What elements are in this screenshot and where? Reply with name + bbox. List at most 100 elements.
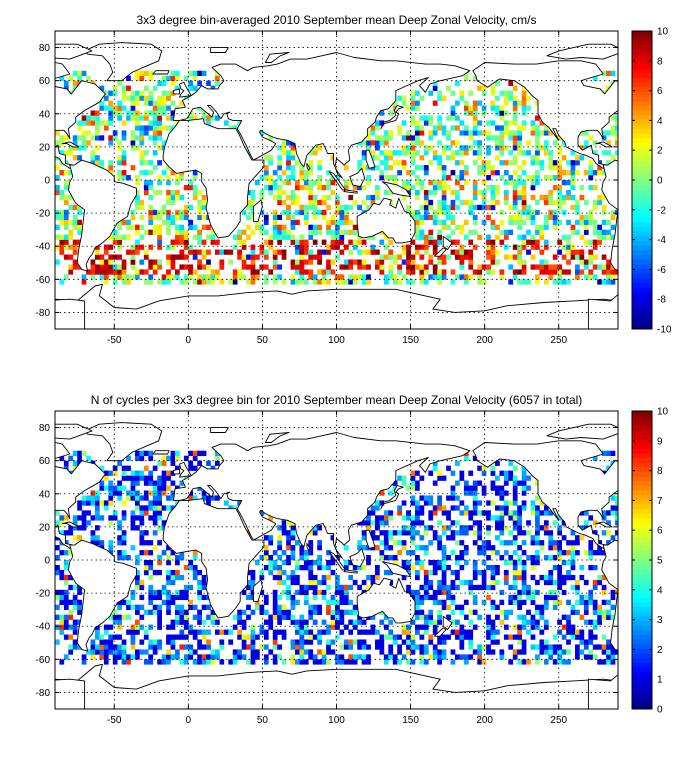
- bin-cell: [503, 254, 509, 260]
- bin-cell: [450, 189, 456, 196]
- bin-cell: [432, 649, 438, 655]
- bin-cell: [268, 189, 274, 196]
- colorbar-swatch: [632, 235, 652, 241]
- bin-cell: [312, 619, 318, 625]
- bin-cell: [415, 209, 420, 216]
- bin-cell: [166, 125, 171, 131]
- colorbar-swatch: [632, 273, 652, 279]
- bin-cell: [588, 589, 594, 596]
- bin-cell: [157, 540, 162, 546]
- bin-cell: [135, 135, 140, 141]
- coastline: [381, 181, 412, 198]
- bin-cell: [272, 170, 278, 176]
- bin-cell: [583, 199, 589, 206]
- bin-cell: [601, 599, 607, 605]
- bin-cell: [277, 555, 282, 561]
- bin-cell: [361, 259, 367, 265]
- bin-cell: [539, 639, 545, 645]
- bin-cell: [148, 470, 154, 476]
- bin-cell: [437, 95, 442, 101]
- bin-cell: [281, 629, 287, 635]
- bin-cell: [117, 234, 122, 240]
- bin-cell: [90, 530, 96, 536]
- bin-cell: [68, 574, 74, 581]
- bin-cell: [583, 639, 589, 645]
- bin-cell: [370, 249, 376, 255]
- bin-cell: [126, 455, 131, 461]
- bin-cell: [241, 644, 247, 650]
- bin-cell: [437, 234, 442, 240]
- bin-cell: [406, 244, 411, 250]
- bin-cell: [410, 100, 416, 106]
- bin-cell: [543, 649, 549, 655]
- bin-cell: [339, 264, 345, 270]
- bin-cell: [517, 244, 522, 250]
- bin-cell: [512, 204, 518, 211]
- bin-cell: [441, 649, 447, 655]
- bin-cell: [112, 644, 118, 650]
- bin-cell: [597, 609, 602, 615]
- bin-cell: [161, 75, 167, 81]
- bin-cell: [312, 589, 318, 596]
- bin-cell: [232, 659, 238, 665]
- bin-cell: [592, 520, 598, 526]
- bin-cell: [437, 634, 442, 640]
- bin-cell: [481, 180, 487, 186]
- bin-cell: [512, 624, 518, 630]
- bin-cell: [450, 579, 456, 586]
- bin-cell: [490, 254, 496, 260]
- bin-cell: [397, 644, 402, 650]
- bin-cell: [481, 569, 487, 576]
- colorbar-swatch: [632, 536, 652, 542]
- bin-cell: [410, 264, 416, 270]
- bin-cell: [530, 264, 536, 270]
- bin-cell: [326, 564, 331, 571]
- bin-cell: [170, 110, 176, 116]
- bin-cell: [86, 115, 91, 121]
- bin-cell: [152, 609, 158, 615]
- bin-cell: [237, 629, 242, 635]
- bin-cell: [601, 150, 607, 156]
- bin-cell: [99, 120, 105, 126]
- bin-cell: [548, 574, 554, 581]
- bin-cell: [59, 279, 65, 285]
- bin-cell: [441, 194, 447, 201]
- bin-cell: [303, 629, 309, 635]
- bin-cell: [63, 160, 69, 166]
- bin-cell: [108, 259, 114, 265]
- bin-cell: [343, 204, 349, 211]
- bin-cell: [263, 165, 269, 171]
- bin-cell: [530, 155, 536, 161]
- bin-cell: [508, 150, 514, 156]
- bin-cell: [561, 170, 567, 176]
- bin-cell: [472, 564, 478, 571]
- bin-cell: [579, 510, 585, 516]
- bin-cell: [383, 189, 389, 196]
- bin-cell: [299, 639, 305, 645]
- bin-cell: [286, 530, 291, 536]
- bin-cell: [232, 125, 238, 131]
- y-tick-label: 60: [39, 76, 51, 87]
- bin-cell: [490, 569, 496, 576]
- bin-cell: [437, 209, 442, 216]
- bin-cell: [108, 120, 114, 126]
- bin-cell: [308, 254, 314, 260]
- bin-cell: [566, 160, 571, 166]
- bin-cell: [401, 530, 407, 536]
- bin-cell: [472, 649, 478, 655]
- bin-cell: [63, 460, 69, 466]
- bin-cell: [339, 249, 345, 255]
- colorbar-swatch: [632, 310, 652, 316]
- bin-cell: [272, 639, 278, 645]
- bin-cell: [517, 269, 522, 275]
- colorbar-swatch: [632, 597, 652, 603]
- bin-cell: [406, 515, 411, 521]
- bin-cell: [286, 180, 291, 186]
- bin-cell: [148, 120, 154, 126]
- bin-cell: [112, 515, 118, 521]
- bin-cell: [566, 279, 571, 285]
- bin-cell: [517, 480, 522, 486]
- bin-cell: [361, 150, 367, 156]
- bin-cell: [552, 564, 558, 571]
- bin-cell: [175, 189, 180, 196]
